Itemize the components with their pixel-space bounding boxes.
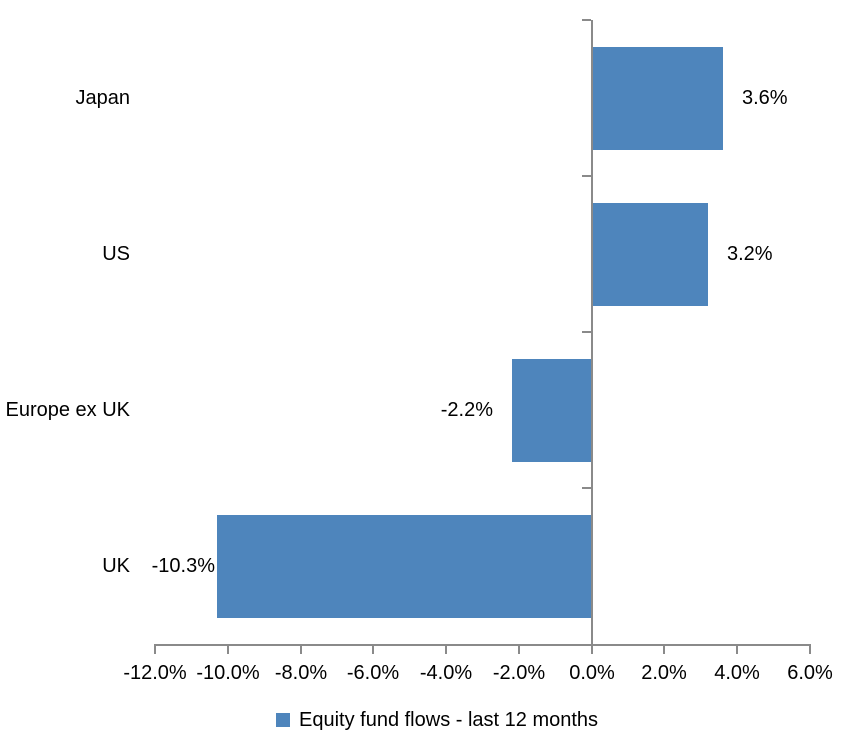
legend-swatch-icon [276, 713, 290, 727]
x-tick--2.0% [518, 644, 520, 654]
data-label-europe-ex-uk: -2.2% [440, 399, 493, 421]
data-label-japan: 3.6% [742, 87, 788, 109]
category-tick-japan [582, 19, 591, 21]
x-tick-label-2.0%: 2.0% [641, 662, 687, 684]
data-label-uk: -10.3% [151, 555, 215, 577]
x-tick-label--4.0%: -4.0% [419, 662, 473, 684]
x-tick-6.0% [809, 644, 811, 654]
x-tick-2.0% [663, 644, 665, 654]
x-tick--6.0% [372, 644, 374, 654]
category-label-europe-ex-uk: Europe ex UK [5, 399, 130, 421]
bar-uk [217, 515, 592, 618]
category-tick-us [582, 175, 591, 177]
category-label-japan: Japan [75, 87, 131, 109]
bar-us [592, 203, 708, 306]
bar-europe-ex-uk [512, 359, 592, 462]
x-tick-label-6.0%: 6.0% [787, 662, 833, 684]
x-tick-label--6.0%: -6.0% [346, 662, 400, 684]
category-label-us: US [102, 243, 130, 265]
category-axis-line [591, 20, 593, 654]
x-tick-label--2.0%: -2.0% [492, 662, 546, 684]
x-tick-label--12.0%: -12.0% [123, 662, 187, 684]
category-label-uk: UK [102, 555, 130, 577]
x-tick--12.0% [154, 644, 156, 654]
x-tick-4.0% [736, 644, 738, 654]
x-tick-label--10.0%: -10.0% [196, 662, 260, 684]
category-tick-europe-ex-uk [582, 331, 591, 333]
x-tick--4.0% [445, 644, 447, 654]
x-tick-label-0.0%: 0.0% [569, 662, 615, 684]
data-label-us: 3.2% [727, 243, 773, 265]
x-tick-label--8.0%: -8.0% [274, 662, 328, 684]
x-tick--8.0% [300, 644, 302, 654]
category-tick-uk [582, 487, 591, 489]
legend: Equity fund flows - last 12 months [276, 707, 598, 733]
legend-label: Equity fund flows - last 12 months [299, 708, 599, 731]
x-tick-label-4.0%: 4.0% [714, 662, 760, 684]
x-axis-line [154, 644, 811, 646]
x-tick--10.0% [227, 644, 229, 654]
bar-japan [592, 47, 723, 150]
